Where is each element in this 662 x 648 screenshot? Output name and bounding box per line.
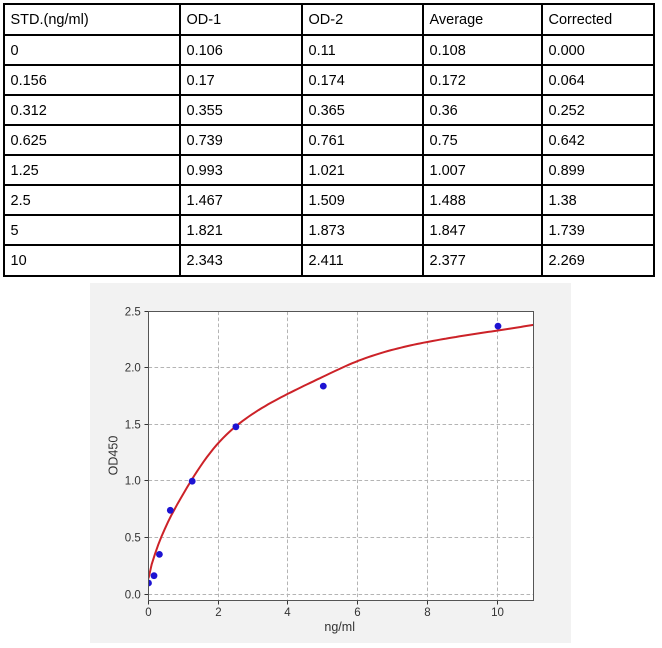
svg-text:ng/ml: ng/ml — [324, 620, 355, 634]
svg-text:OD450: OD450 — [106, 436, 120, 476]
svg-text:1.5: 1.5 — [125, 420, 141, 432]
svg-text:0.0: 0.0 — [125, 590, 141, 602]
svg-text:2.5: 2.5 — [125, 307, 141, 319]
svg-text:1.0: 1.0 — [125, 476, 141, 488]
svg-text:8: 8 — [424, 607, 430, 619]
svg-text:2: 2 — [215, 607, 221, 619]
svg-text:6: 6 — [354, 607, 360, 619]
svg-text:0.5: 0.5 — [125, 533, 141, 545]
svg-text:4: 4 — [284, 607, 291, 619]
svg-text:0: 0 — [145, 607, 151, 619]
svg-text:10: 10 — [491, 607, 504, 619]
svg-text:2.0: 2.0 — [125, 363, 141, 375]
